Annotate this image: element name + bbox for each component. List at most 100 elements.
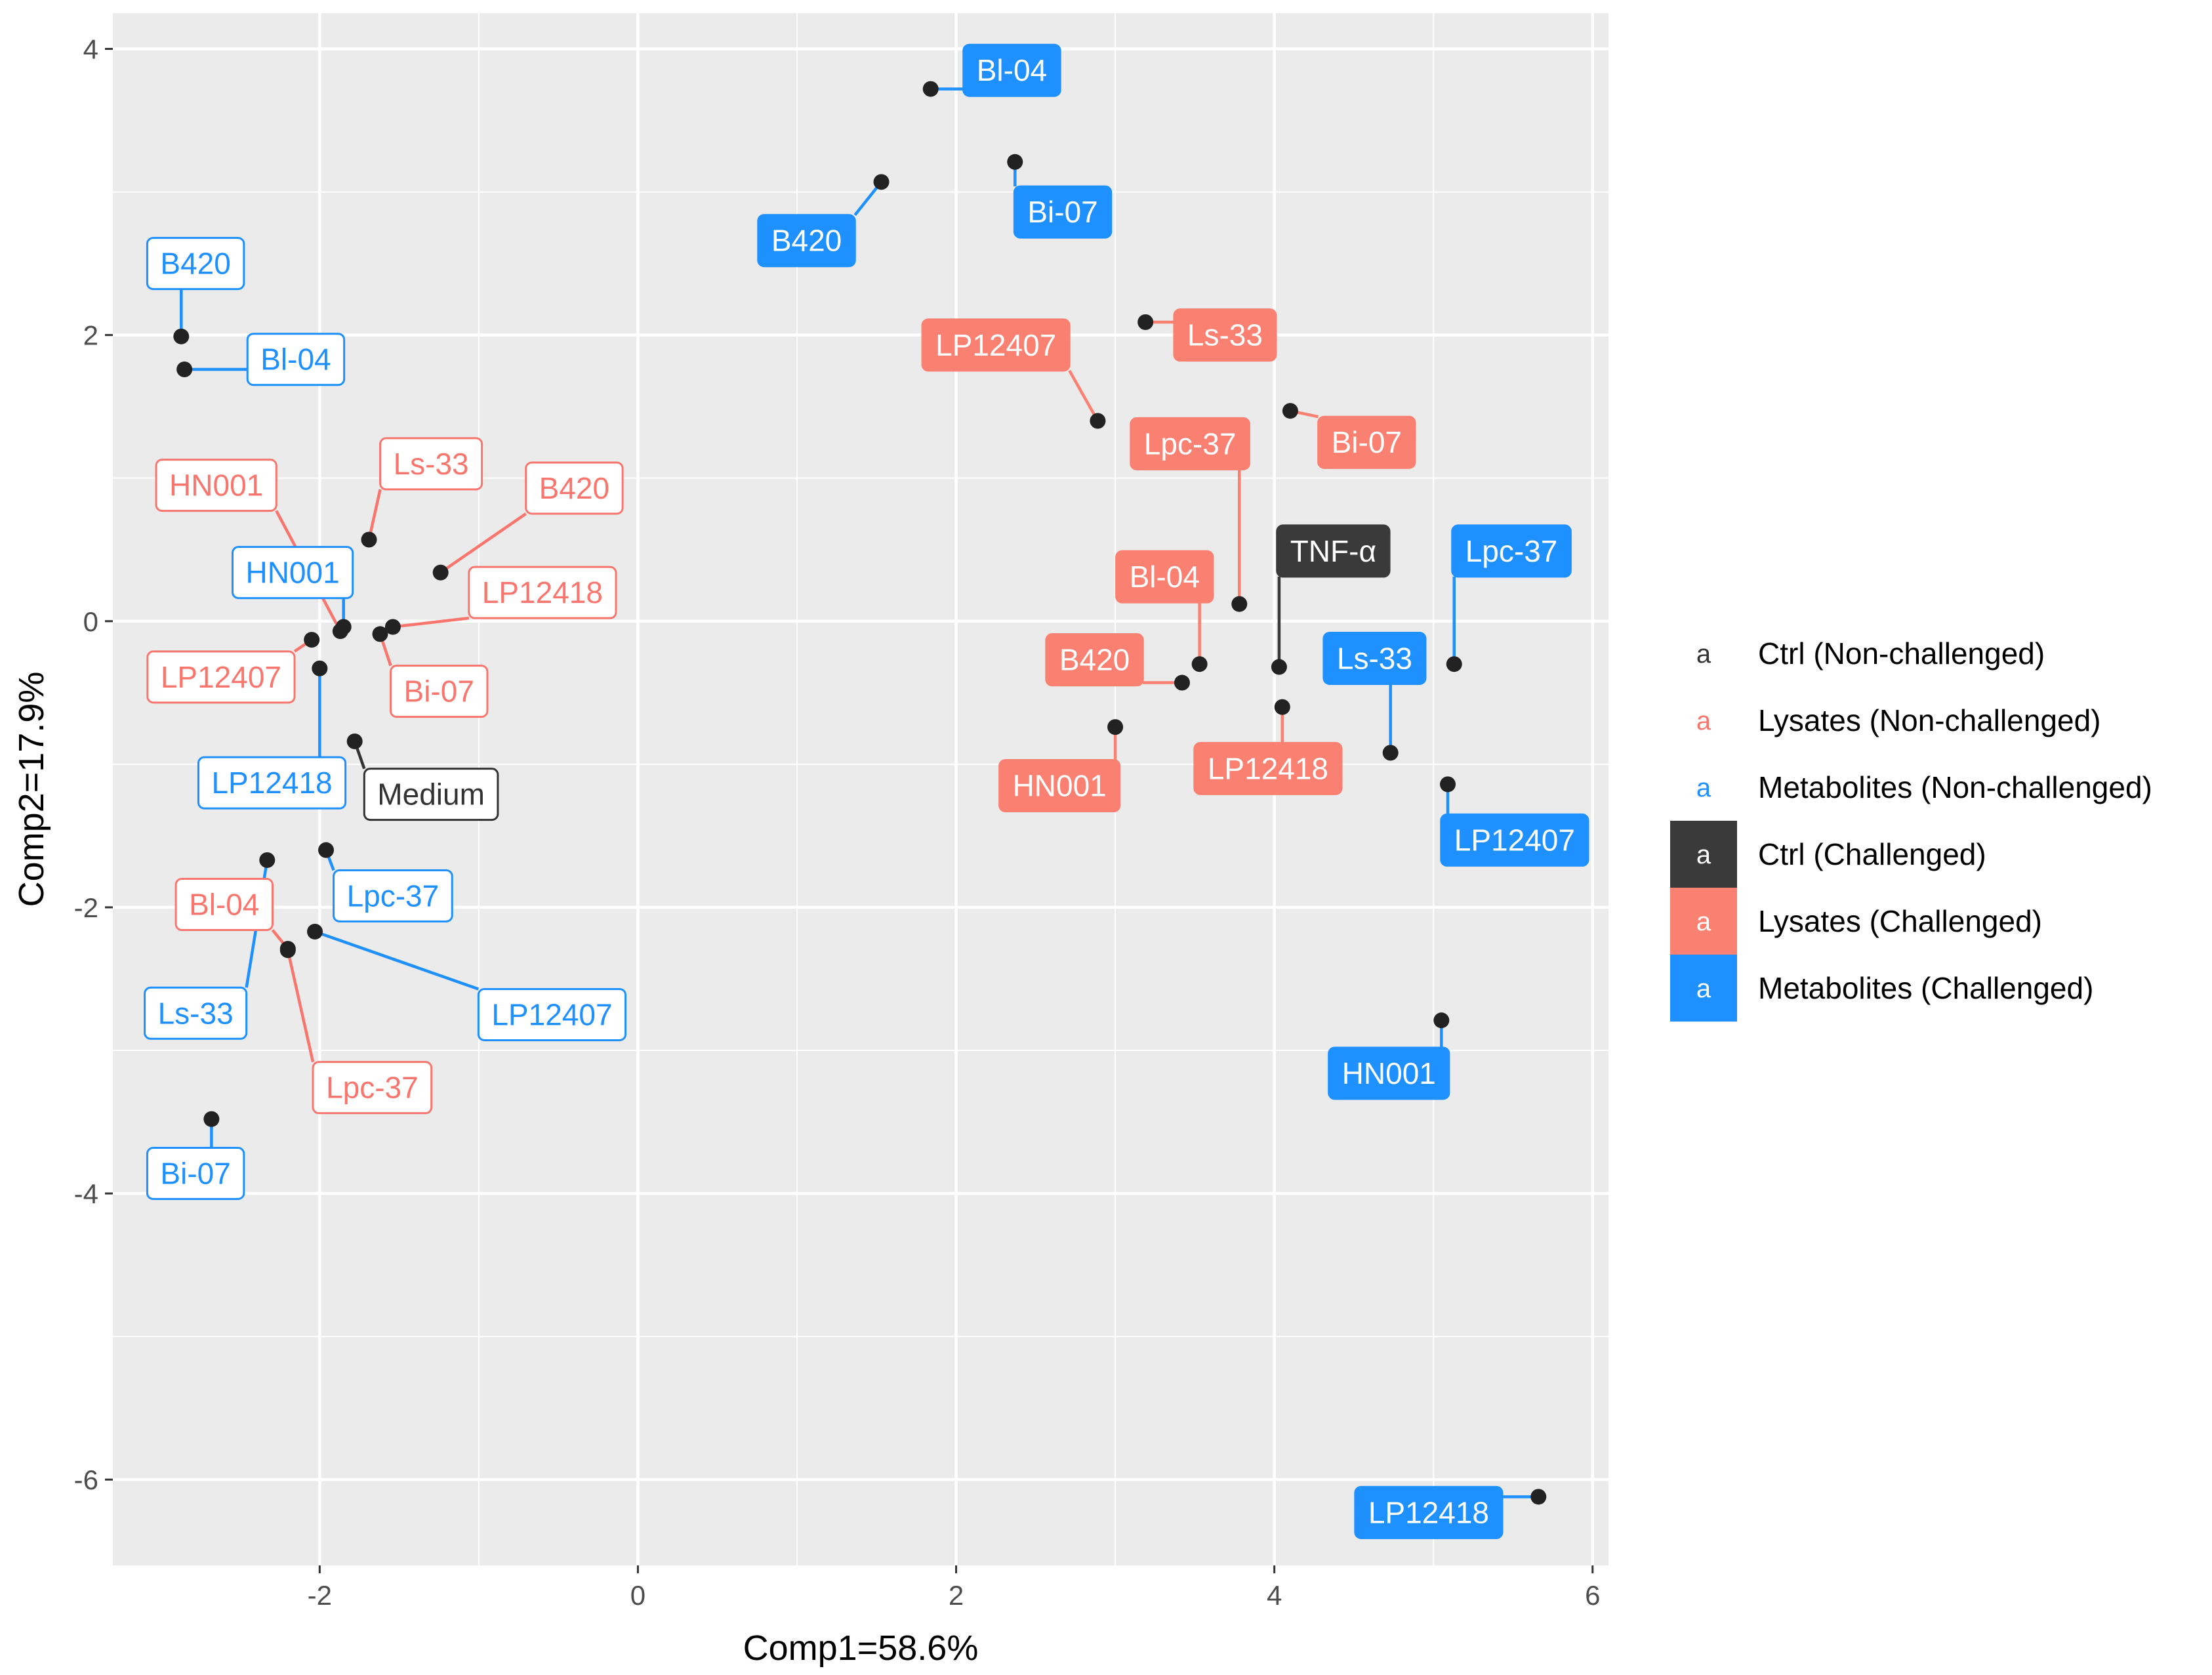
y-tick-label: -4 bbox=[74, 1178, 98, 1209]
point-label: LP12418 bbox=[482, 575, 603, 610]
point-label-box bbox=[962, 43, 1061, 97]
leader-line bbox=[314, 930, 480, 991]
point-label: HN001 bbox=[1013, 769, 1107, 803]
point-label-box bbox=[246, 333, 346, 386]
point-label-box bbox=[1276, 524, 1391, 578]
point-label-box bbox=[757, 214, 856, 268]
point-label-box bbox=[197, 756, 347, 810]
data-points bbox=[173, 81, 1547, 1505]
point-label: B420 bbox=[160, 247, 230, 281]
data-point bbox=[312, 660, 328, 676]
axes: -2 0 2 4 6 -6 -4 -2 0 2 4 bbox=[74, 34, 1601, 1611]
x-axis-title: Comp1=58.6% bbox=[743, 1628, 979, 1668]
point-label-box bbox=[1013, 185, 1113, 239]
point-label-box bbox=[1354, 1485, 1504, 1539]
point-label-box bbox=[1317, 415, 1416, 469]
point-label-box bbox=[379, 437, 483, 491]
data-point bbox=[1382, 745, 1399, 761]
point-label-box bbox=[155, 459, 277, 512]
label-leader-lines bbox=[180, 87, 1539, 1499]
point-label: Bi-07 bbox=[404, 674, 474, 709]
data-point bbox=[432, 564, 449, 581]
y-axis-title: Comp2=17.9% bbox=[12, 672, 51, 907]
point-label: LP12407 bbox=[161, 660, 281, 694]
data-point bbox=[1107, 719, 1124, 735]
legend-label: Lysates (Non-challenged) bbox=[1758, 703, 2100, 737]
point-label: LP12407 bbox=[491, 997, 612, 1031]
point-label-box bbox=[1045, 633, 1144, 687]
legend-label: Ctrl (Non-challenged) bbox=[1758, 636, 2045, 671]
legend-key bbox=[1670, 687, 1737, 754]
point-label-box bbox=[231, 546, 354, 600]
data-point bbox=[384, 619, 401, 635]
data-point bbox=[1274, 699, 1290, 715]
data-point bbox=[873, 174, 890, 190]
data-point bbox=[1191, 656, 1208, 672]
point-label: LP12407 bbox=[935, 328, 1056, 362]
data-point bbox=[279, 942, 296, 959]
point-label: HN001 bbox=[245, 556, 339, 590]
point-label: Lpc-37 bbox=[326, 1071, 419, 1105]
point-label: HN001 bbox=[1342, 1056, 1436, 1090]
point-label: TNF-α bbox=[1290, 534, 1376, 568]
legend-key bbox=[1670, 888, 1737, 955]
legend-label: Ctrl (Challenged) bbox=[1758, 837, 1986, 871]
point-label-box bbox=[390, 665, 489, 718]
point-label: Bi-07 bbox=[1027, 195, 1097, 229]
data-point bbox=[173, 328, 190, 344]
data-point bbox=[1090, 413, 1106, 429]
point-label-box bbox=[1115, 550, 1214, 604]
x-tick-label: 0 bbox=[630, 1580, 645, 1611]
data-point bbox=[304, 632, 320, 648]
legend-label: Lysates (Challenged) bbox=[1758, 904, 2042, 938]
point-label: Medium bbox=[377, 777, 485, 812]
data-point bbox=[1433, 1012, 1450, 1029]
data-point bbox=[307, 923, 323, 940]
point-label-box bbox=[1173, 308, 1277, 362]
y-tick-label: -2 bbox=[74, 892, 98, 923]
y-tick-label: 4 bbox=[83, 34, 98, 65]
point-label-box bbox=[144, 986, 248, 1040]
data-point bbox=[335, 619, 352, 635]
legend-key-glyph: a bbox=[1696, 640, 1711, 669]
point-label: Ls-33 bbox=[394, 447, 469, 481]
point-labels: B420 Bl-04 HN001 Ls-33 B420 HN001 LP12418 Bi-07… bbox=[144, 43, 1589, 1539]
y-tick-label: -6 bbox=[74, 1464, 98, 1495]
point-label-box bbox=[1322, 631, 1427, 685]
x-tick-label: 6 bbox=[1585, 1580, 1600, 1611]
legend-key bbox=[1670, 955, 1737, 1022]
point-label: B420 bbox=[1059, 643, 1130, 677]
legend-label: Metabolites (Non-challenged) bbox=[1758, 770, 2152, 804]
data-point bbox=[1446, 656, 1462, 672]
data-point bbox=[176, 361, 193, 377]
point-label: LP12418 bbox=[211, 766, 332, 800]
point-label-box bbox=[525, 461, 624, 515]
x-tick-label: 4 bbox=[1267, 1580, 1282, 1611]
legend-key bbox=[1670, 620, 1737, 687]
point-label-box bbox=[363, 768, 499, 821]
point-label-box bbox=[468, 566, 617, 619]
legend-key-glyph: a bbox=[1696, 707, 1711, 735]
legend-key-glyph: a bbox=[1696, 774, 1711, 802]
legend-key-glyph: a bbox=[1696, 907, 1711, 936]
point-label-box bbox=[146, 650, 296, 704]
data-point bbox=[372, 626, 388, 642]
gridlines bbox=[113, 13, 1608, 1565]
point-label: HN001 bbox=[169, 468, 263, 503]
data-point bbox=[1137, 314, 1154, 331]
point-label: Bl-04 bbox=[1130, 560, 1200, 594]
point-label-box bbox=[1328, 1046, 1450, 1100]
point-label: Bi-07 bbox=[1332, 425, 1402, 459]
data-point bbox=[259, 852, 276, 868]
legend-key-glyph: a bbox=[1696, 840, 1711, 869]
point-label: Bl-04 bbox=[189, 888, 259, 922]
point-label: Lpc-37 bbox=[1144, 426, 1237, 461]
point-label: Bl-04 bbox=[260, 342, 331, 377]
data-point bbox=[361, 531, 377, 548]
point-label: Lpc-37 bbox=[347, 879, 440, 913]
data-point bbox=[346, 733, 363, 749]
point-label: LP12407 bbox=[1454, 823, 1575, 857]
legend-key bbox=[1670, 754, 1737, 821]
x-tick-label: -2 bbox=[308, 1580, 332, 1611]
